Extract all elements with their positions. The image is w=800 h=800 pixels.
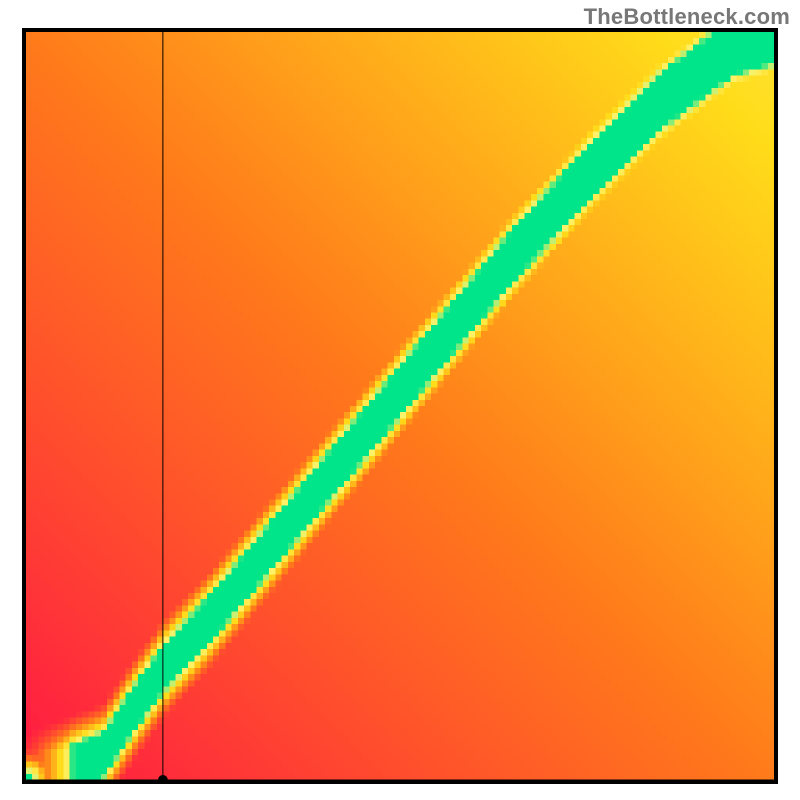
watermark-text: TheBottleneck.com (584, 4, 790, 30)
crosshair-marker (158, 775, 168, 780)
crosshair-overlay (26, 32, 774, 780)
heatmap-plot (22, 28, 778, 784)
